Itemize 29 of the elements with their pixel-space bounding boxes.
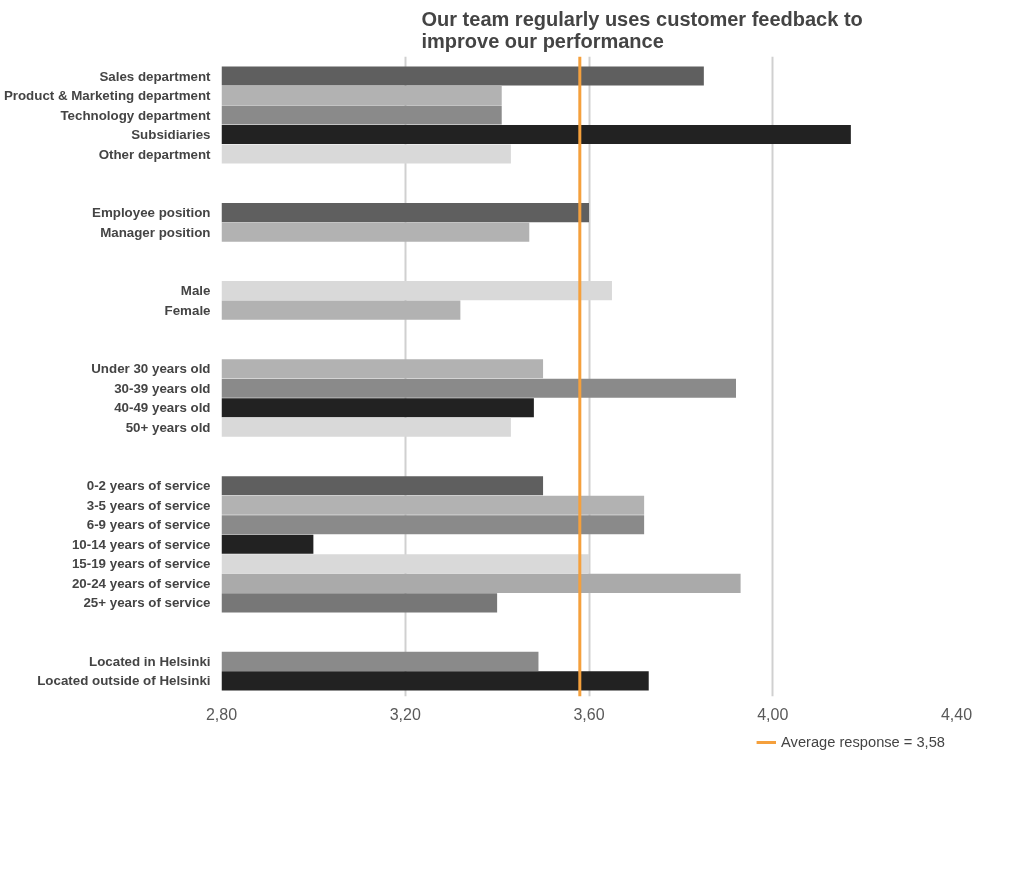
x-tick-label: 4,40	[940, 705, 973, 723]
y-tick-label: Product & Marketing department	[3, 88, 212, 104]
y-tick-label: 20-24 years of service	[71, 575, 211, 591]
x-tick-label: 3,60	[573, 705, 605, 723]
y-tick-label: 10-14 years of service	[71, 536, 211, 552]
y-tick-label: 30-39 years old	[114, 380, 211, 396]
x-tick-label: 2,80	[205, 705, 238, 723]
y-tick-label: 0-2 years of service	[86, 478, 211, 494]
y-tick-label: Female	[164, 302, 211, 318]
y-tick-label: Located outside of Helsinki	[37, 673, 211, 689]
y-tick-label: Located in Helsinki	[89, 653, 211, 669]
y-tick-label: 40-49 years old	[114, 400, 211, 416]
y-tick-label: 6-9 years of service	[86, 517, 211, 533]
y-tick-label: Under 30 years old	[91, 361, 211, 377]
y-tick-label: Other department	[98, 146, 212, 162]
y-tick-label: Employee position	[92, 205, 211, 221]
y-tick-label: 25+ years of service	[83, 595, 211, 611]
y-tick-label: Technology department	[60, 107, 212, 123]
y-tick-label: 15-19 years of service	[71, 556, 211, 572]
y-tick-label: 3-5 years of service	[86, 497, 211, 513]
chart-title: Our team regularly uses customer feedback to improve our performance	[421, 7, 863, 52]
y-tick-label: Subsidiaries	[131, 127, 211, 143]
y-tick-label: Sales department	[99, 68, 212, 84]
y-tick-label: Manager position	[100, 224, 211, 240]
y-tick-label: 50+ years old	[125, 419, 211, 435]
y-tick-label: Male	[180, 283, 211, 299]
x-tick-label: 4,00	[757, 705, 789, 723]
legend-label: Average response = 3,58	[781, 734, 945, 750]
x-tick-label: 3,20	[389, 705, 421, 723]
